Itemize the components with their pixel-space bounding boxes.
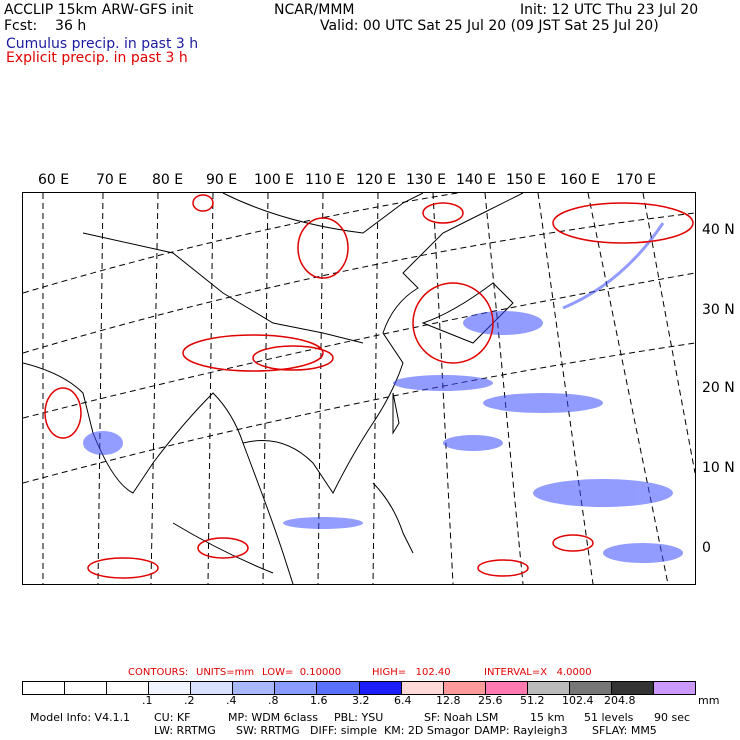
lon-label: 130 E <box>406 172 447 188</box>
footer-sw: SW: RRTMG <box>236 724 300 737</box>
legend-swatch <box>569 682 612 694</box>
legend-label: .4 <box>226 694 237 707</box>
legend-swatch <box>653 682 695 694</box>
lat-label: 20 N <box>702 380 735 396</box>
precip-map <box>22 162 696 585</box>
footer-pbl: PBL: YSU <box>334 711 384 724</box>
footer-step: 90 sec <box>654 711 691 724</box>
cumulus-label: Cumulus precip. in past 3 h <box>6 36 199 52</box>
color-legend <box>22 681 696 695</box>
lon-label: 160 E <box>560 172 601 188</box>
legend-swatch <box>23 682 66 694</box>
legend-swatch <box>107 682 150 694</box>
legend-swatch <box>359 682 402 694</box>
legend-swatch <box>611 682 654 694</box>
legend-label: .8 <box>268 694 279 707</box>
legend-swatch <box>191 682 234 694</box>
footer-sf: SF: Noah LSM <box>424 711 499 724</box>
legend-swatch <box>65 682 108 694</box>
contours-high: HIGH= 102.40 <box>372 667 451 678</box>
legend-swatch <box>317 682 360 694</box>
lat-label: 10 N <box>702 460 735 476</box>
legend-label: .1 <box>142 694 153 707</box>
legend-label: .2 <box>184 694 195 707</box>
footer-cu: CU: KF <box>154 711 191 724</box>
legend-label: 12.8 <box>436 694 461 707</box>
legend-label: 204.8 <box>604 694 636 707</box>
contours-units: UNITS=mm <box>196 667 255 678</box>
legend-swatch <box>149 682 192 694</box>
coastlines <box>22 192 524 585</box>
center-title: NCAR/MMM <box>274 2 355 18</box>
legend-swatch <box>233 682 276 694</box>
lon-label: 140 E <box>456 172 497 188</box>
footer-levels: 51 levels <box>584 711 634 724</box>
legend-unit: mm <box>698 694 720 707</box>
legend-swatch <box>527 682 570 694</box>
contours-label: CONTOURS: <box>128 667 189 678</box>
legend-swatch <box>443 682 486 694</box>
forecast-hour: Fcst: 36 h <box>4 18 87 34</box>
lon-label: 60 E <box>38 172 70 188</box>
contours-low: LOW= 0.10000 <box>262 667 342 678</box>
model-title: ACCLIP 15km ARW-GFS init <box>4 2 194 18</box>
legend-label: 102.4 <box>562 694 594 707</box>
lon-label: 100 E <box>254 172 295 188</box>
explicit-precip <box>44 194 694 579</box>
footer-km: KM: 2D Smagor <box>384 724 470 737</box>
lon-label: 90 E <box>206 172 238 188</box>
contours-interval: INTERVAL=X 4.0000 <box>484 667 592 678</box>
legend-label: 25.6 <box>478 694 503 707</box>
legend-swatch <box>485 682 528 694</box>
cumulus-precip <box>83 222 683 563</box>
lat-label: 30 N <box>702 302 735 318</box>
legend-label: 1.6 <box>310 694 328 707</box>
legend-label: 6.4 <box>394 694 412 707</box>
legend-label: 51.2 <box>520 694 545 707</box>
legend-label: 3.2 <box>352 694 370 707</box>
lon-label: 110 E <box>305 172 346 188</box>
footer-res: 15 km <box>530 711 565 724</box>
lon-label: 170 E <box>616 172 657 188</box>
footer-diff: DIFF: simple <box>310 724 378 737</box>
valid-time: Valid: 00 UTC Sat 25 Jul 20 (09 JST Sat … <box>320 18 659 34</box>
explicit-label: Explicit precip. in past 3 h <box>6 50 188 66</box>
lon-label: 80 E <box>152 172 184 188</box>
legend-swatch <box>401 682 444 694</box>
footer-sflay: SFLAY: MM5 <box>592 724 657 737</box>
lat-label: 40 N <box>702 222 735 238</box>
legend-swatch <box>275 682 318 694</box>
lon-label: 70 E <box>96 172 128 188</box>
map-svg <box>22 162 696 585</box>
lat-label: 0 <box>702 540 711 556</box>
footer-model: Model Info: V4.1.1 <box>30 711 131 724</box>
footer-lw: LW: RRTMG <box>154 724 216 737</box>
init-time: Init: 12 UTC Thu 23 Jul 20 <box>520 2 699 18</box>
footer-mp: MP: WDM 6class <box>228 711 318 724</box>
lon-label: 120 E <box>356 172 397 188</box>
lon-label: 150 E <box>506 172 547 188</box>
footer-damp: DAMP: Rayleigh3 <box>474 724 568 737</box>
